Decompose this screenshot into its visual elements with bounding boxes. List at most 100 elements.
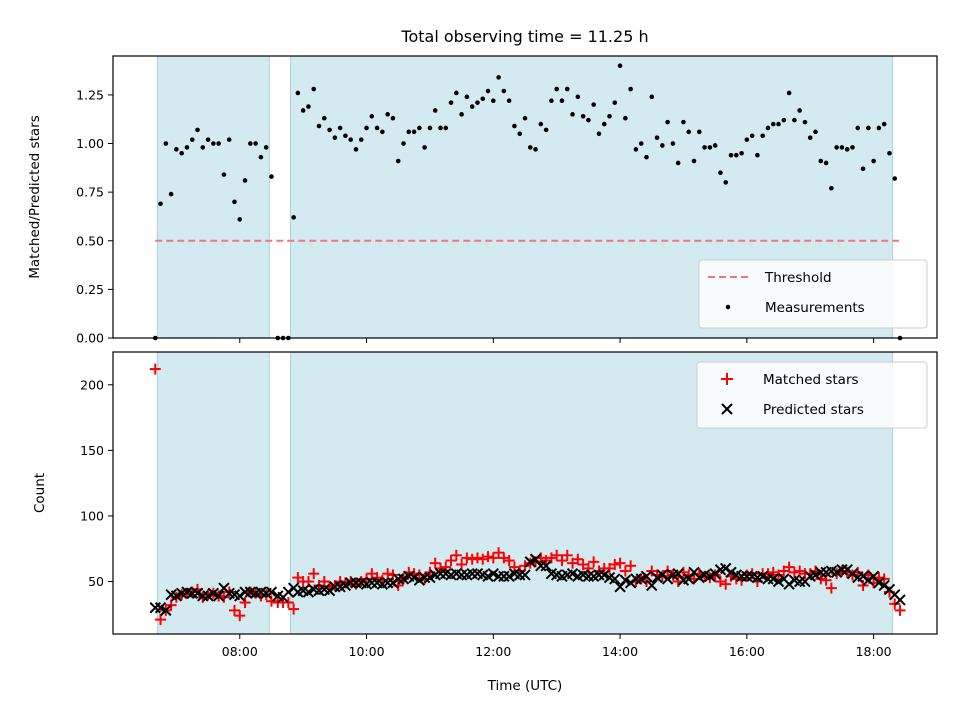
matched-star-point — [239, 597, 251, 609]
legend-threshold-label: Threshold — [764, 270, 832, 286]
matched-star-point — [382, 568, 394, 580]
measurement-point — [469, 104, 475, 109]
predicted-star-marker-b — [487, 567, 500, 580]
predicted-star-marker-b — [672, 567, 684, 580]
measurement-point — [749, 133, 755, 139]
matched-star-point — [894, 604, 906, 616]
y-tick-label: 100 — [80, 508, 104, 523]
measurement-point — [454, 90, 459, 96]
measurement-point — [258, 154, 264, 160]
measurement-point — [205, 137, 211, 142]
predicted-star-point — [640, 570, 653, 582]
measurement-point — [300, 108, 306, 113]
matched-star-point — [445, 555, 457, 567]
measurement-point — [697, 129, 702, 135]
measurement-point — [195, 127, 200, 133]
predicted-star-marker-b — [646, 579, 658, 592]
predicted-star-marker-b — [598, 569, 610, 581]
matched-star-point — [619, 565, 631, 577]
measurement-point — [744, 137, 750, 142]
matched-star-point — [625, 560, 637, 572]
predicted-star-marker-b — [889, 588, 901, 601]
predicted-star-marker-b — [371, 577, 383, 589]
predicted-star-marker-b — [867, 570, 880, 582]
x-tick-label: 10:00 — [349, 644, 385, 659]
x-tick-label: 16:00 — [729, 644, 765, 659]
predicted-star-marker-b — [788, 574, 801, 586]
predicted-star-marker-b — [477, 569, 489, 581]
predicted-star-point — [212, 590, 225, 602]
matched-star-point — [450, 549, 462, 561]
predicted-star-marker-b — [894, 594, 906, 606]
predicted-star-marker-b — [540, 560, 552, 572]
measurement-point — [617, 63, 623, 69]
measurement-point — [665, 119, 670, 125]
predicted-star-marker-b — [265, 586, 278, 598]
y-tick-label: 0.00 — [76, 331, 104, 346]
y-tick-label: 0.75 — [76, 185, 104, 200]
predicted-star-marker-b — [529, 553, 542, 565]
measurement-point — [733, 152, 739, 158]
measurement-point — [464, 94, 470, 100]
measurement-point — [417, 125, 422, 131]
chart-title: Total observing time = 11.25 h — [400, 27, 648, 46]
measurement-point — [702, 145, 707, 150]
measurement-point — [496, 75, 501, 80]
measurement-point — [612, 100, 618, 105]
predicted-star-marker-b — [778, 573, 790, 585]
matched-star-point — [556, 555, 568, 567]
predicted-star-marker-b — [191, 587, 204, 600]
measurement-point — [343, 133, 348, 139]
y-tick-label: 50 — [88, 574, 104, 589]
measurement-point — [707, 145, 713, 150]
measurement-point — [855, 125, 861, 131]
measurement-point — [601, 121, 607, 127]
measurement-point — [321, 115, 327, 121]
measurement-point — [670, 141, 676, 146]
matched-star-point — [609, 558, 621, 570]
measurement-point — [248, 141, 253, 146]
measurement-point — [395, 158, 401, 164]
predicted-star-marker-b — [403, 570, 415, 582]
measurement-point — [860, 166, 866, 172]
ratio-legend: Threshold Measurements — [698, 259, 928, 329]
measurement-point — [232, 199, 237, 205]
measurement-point — [448, 100, 454, 105]
measurement-point — [770, 121, 776, 127]
predicted-star-point — [160, 604, 172, 617]
legend-predicted-label: Predicted stars — [763, 402, 864, 418]
predicted-star-point — [609, 573, 621, 585]
measurement-point — [638, 141, 644, 146]
ratio-plot-frame — [112, 55, 938, 339]
y-tick-label: 150 — [80, 443, 104, 458]
measurement-point — [527, 145, 533, 150]
count-plot-frame — [112, 351, 938, 635]
predicted-star-marker-b — [255, 586, 267, 598]
matched-star-point — [720, 578, 732, 590]
measurement-point — [543, 127, 549, 133]
predicted-star-marker-b — [450, 567, 463, 580]
predicted-star-marker-b — [873, 577, 885, 589]
matched-star-point — [482, 551, 494, 563]
measurement-point — [501, 88, 507, 94]
predicted-star-marker-b — [746, 570, 758, 582]
predicted-star-marker-b — [619, 574, 632, 586]
matched-star-point — [466, 553, 478, 565]
measurement-point — [723, 180, 729, 185]
measurement-point — [718, 170, 723, 175]
measurement-point — [179, 150, 184, 156]
measurement-point — [163, 141, 169, 146]
x-tick-label: 18:00 — [856, 644, 892, 659]
measurement-point — [586, 117, 591, 123]
measurement-point — [332, 135, 338, 140]
measurement-point — [485, 88, 491, 94]
predicted-star-point — [265, 586, 278, 598]
legend-frame — [696, 361, 928, 429]
measurement-point — [438, 125, 443, 131]
matched-star-point — [434, 562, 446, 574]
legend-measurements-swatch — [725, 304, 731, 310]
measurement-point — [564, 86, 570, 92]
matched-star-point — [471, 552, 483, 564]
measurement-point — [406, 129, 412, 135]
measurement-point — [311, 86, 317, 92]
